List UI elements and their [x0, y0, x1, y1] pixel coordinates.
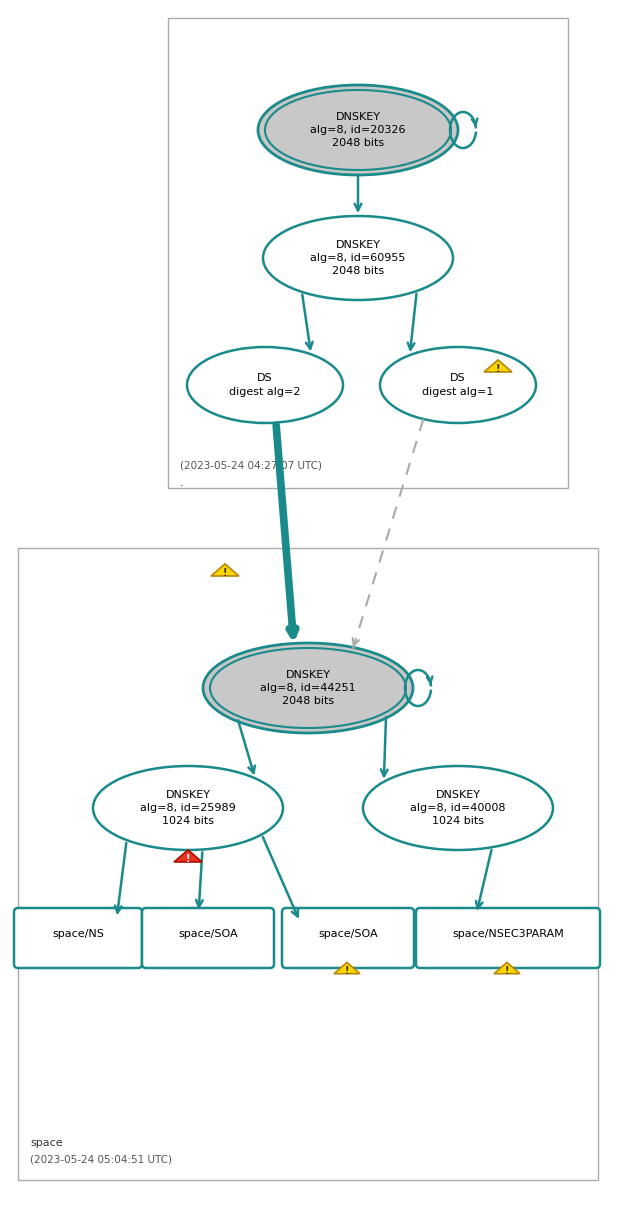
Polygon shape [484, 360, 512, 372]
Text: DNSKEY
alg=8, id=44251
2048 bits: DNSKEY alg=8, id=44251 2048 bits [260, 670, 356, 706]
Text: !: ! [345, 966, 349, 975]
FancyBboxPatch shape [282, 909, 414, 968]
Ellipse shape [363, 765, 553, 850]
Polygon shape [174, 850, 202, 862]
Text: DNSKEY
alg=8, id=60955
2048 bits: DNSKEY alg=8, id=60955 2048 bits [310, 240, 406, 277]
Text: (2023-05-24 05:04:51 UTC): (2023-05-24 05:04:51 UTC) [30, 1154, 172, 1164]
Text: DNSKEY
alg=8, id=20326
2048 bits: DNSKEY alg=8, id=20326 2048 bits [310, 112, 406, 148]
Ellipse shape [187, 347, 343, 423]
Ellipse shape [258, 85, 458, 175]
Polygon shape [334, 962, 360, 974]
Text: !: ! [186, 854, 190, 864]
Bar [18, 548, 598, 1180]
Text: space/NS: space/NS [52, 929, 104, 939]
Text: DS
digest alg=1: DS digest alg=1 [422, 374, 494, 397]
Text: !: ! [505, 966, 509, 975]
Text: !: ! [495, 364, 500, 374]
Text: space/NSEC3PARAM: space/NSEC3PARAM [452, 929, 564, 939]
Text: space: space [30, 1138, 62, 1147]
FancyBboxPatch shape [416, 909, 600, 968]
Text: DNSKEY
alg=8, id=25989
1024 bits: DNSKEY alg=8, id=25989 1024 bits [140, 790, 236, 826]
Ellipse shape [380, 347, 536, 423]
Polygon shape [211, 564, 239, 576]
Ellipse shape [203, 643, 413, 733]
Ellipse shape [263, 216, 453, 300]
Bar [168, 18, 568, 488]
Text: space/SOA: space/SOA [318, 929, 378, 939]
FancyBboxPatch shape [14, 909, 142, 968]
Text: space/SOA: space/SOA [178, 929, 238, 939]
Ellipse shape [93, 765, 283, 850]
Text: DS
digest alg=2: DS digest alg=2 [230, 374, 300, 397]
Text: !: ! [223, 568, 227, 577]
FancyBboxPatch shape [142, 909, 274, 968]
Text: .: . [180, 475, 184, 489]
Text: DNSKEY
alg=8, id=40008
1024 bits: DNSKEY alg=8, id=40008 1024 bits [410, 790, 506, 826]
Polygon shape [494, 962, 520, 974]
Text: (2023-05-24 04:27:07 UTC): (2023-05-24 04:27:07 UTC) [180, 460, 322, 469]
